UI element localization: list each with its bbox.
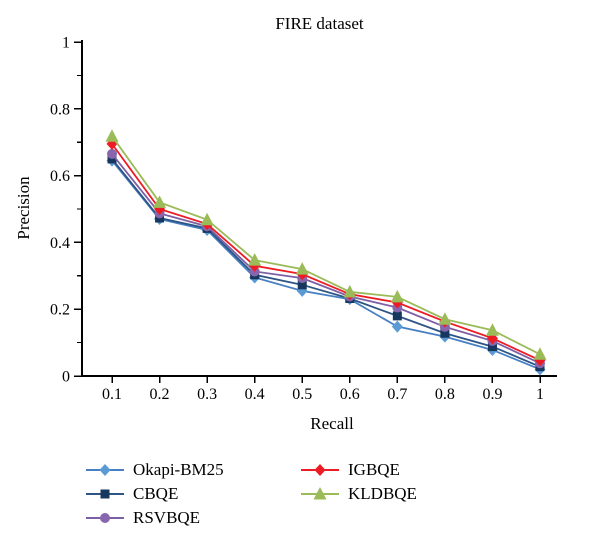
data-point-triangle (390, 289, 404, 303)
data-point-square (297, 280, 307, 290)
legend-item-rsvbqe: RSVBQE (85, 506, 224, 530)
data-point-diamond (391, 320, 403, 333)
chart-title: FIRE dataset (275, 14, 364, 33)
y-tick-label: 1 (62, 35, 70, 52)
legend-item-igbqe: IGBQE (300, 458, 417, 482)
data-point-triangle (343, 284, 357, 298)
data-point-triangle (485, 323, 499, 336)
rsvbqe-circle-icon (85, 509, 125, 527)
data-point-circle (100, 513, 110, 523)
x-tick-label: 0.1 (102, 386, 122, 403)
data-point-circle (107, 148, 117, 159)
data-point-triangle (153, 195, 167, 208)
legend-item-cbqe: CBQE (85, 482, 224, 506)
cbqe-square-icon (85, 485, 125, 503)
legend-item-kldbqe: KLDBQE (300, 482, 417, 506)
legend-label: Okapi-BM25 (133, 460, 224, 479)
series-line-cbqe (111, 158, 541, 368)
series-line-kldbqe (111, 135, 541, 356)
x-tick-label: 0.7 (387, 386, 407, 403)
data-point-triangle (248, 253, 262, 266)
y-tick-label: 0.8 (50, 101, 70, 118)
x-tick-label: 0.4 (245, 386, 265, 403)
legend-label: RSVBQE (133, 508, 201, 527)
legend-item-okapi-bm25: Okapi-BM25 (85, 458, 224, 482)
y-tick-label: 0.6 (50, 168, 70, 185)
y-tick-label: 0 (62, 369, 70, 386)
series-line-rsvbqe (111, 153, 541, 365)
legend-label: KLDBQE (348, 484, 417, 503)
series-line-igbqe (111, 143, 541, 362)
x-tick-label: 0.6 (340, 386, 360, 403)
y-tick-label: 0.4 (50, 235, 70, 252)
okapi-bm25-diamond-icon (85, 461, 125, 479)
legend-column-1: Okapi-BM25 CBQE RSVBQE (85, 458, 224, 530)
data-point-diamond (314, 464, 326, 476)
data-point-triangle (533, 347, 547, 360)
legend-column-2: IGBQE KLDBQE (300, 458, 417, 506)
data-point-triangle (438, 312, 452, 325)
data-point-triangle (200, 212, 214, 226)
y-axis-label: Precision (14, 176, 33, 240)
data-point-square (100, 489, 110, 499)
x-tick-label: 0.3 (197, 386, 217, 403)
data-point-triangle (313, 487, 327, 500)
x-tick-label: 0.8 (435, 386, 455, 403)
data-point-square (487, 342, 497, 352)
legend-label: CBQE (133, 484, 179, 503)
x-tick-label: 1 (536, 386, 544, 403)
data-point-diamond (99, 464, 111, 476)
series-line-okapi-bm25 (111, 160, 541, 371)
axis-lines (81, 40, 557, 377)
x-tick-label: 0.9 (482, 386, 502, 403)
kldbqe-triangle-icon (300, 485, 340, 503)
data-point-square (392, 311, 402, 321)
y-tick-label: 0.2 (50, 302, 70, 319)
data-point-square (107, 154, 117, 164)
data-point-triangle (295, 262, 309, 275)
data-point-square (440, 328, 450, 338)
x-tick-label: 0.5 (292, 386, 312, 403)
x-tick-label: 0.2 (150, 386, 170, 403)
x-axis-label: Recall (310, 414, 354, 433)
data-point-triangle (105, 129, 119, 142)
legend-label: IGBQE (348, 460, 400, 479)
igbqe-diamond-icon (300, 461, 340, 479)
